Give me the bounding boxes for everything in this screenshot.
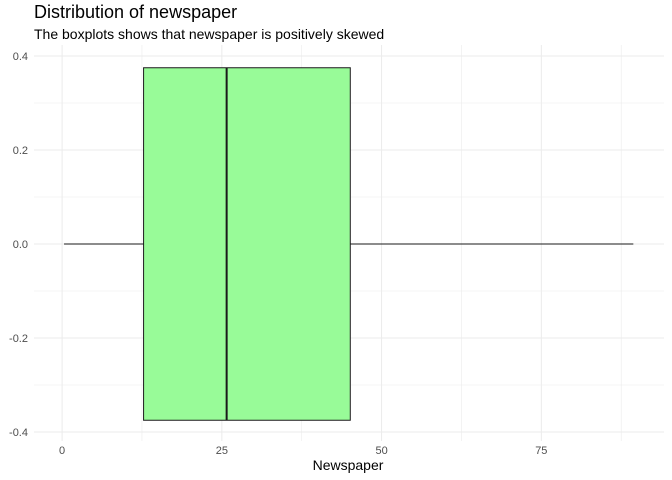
chart-subtitle: The boxplots shows that newspaper is pos…: [34, 26, 385, 42]
x-tick-label: 75: [535, 445, 547, 457]
x-tick-label: 25: [216, 445, 228, 457]
y-tick-label: 0.0: [13, 239, 28, 251]
y-tick-label: 0.4: [13, 51, 28, 63]
y-tick-label: -0.2: [9, 333, 28, 345]
y-tick-label: -0.4: [9, 427, 28, 439]
y-tick-label: 0.2: [13, 145, 28, 157]
x-axis-title: Newspaper: [313, 457, 384, 473]
x-tick-label: 0: [59, 445, 65, 457]
y-tick-labels: 0.4 0.2 0.0 -0.2 -0.4: [9, 51, 28, 439]
x-tick-label: 50: [375, 445, 387, 457]
chart-title: Distribution of newspaper: [34, 2, 238, 22]
x-tick-labels: 0 25 50 75: [59, 445, 547, 457]
boxplot-marks: [64, 67, 634, 421]
iqr-box: [143, 67, 351, 421]
